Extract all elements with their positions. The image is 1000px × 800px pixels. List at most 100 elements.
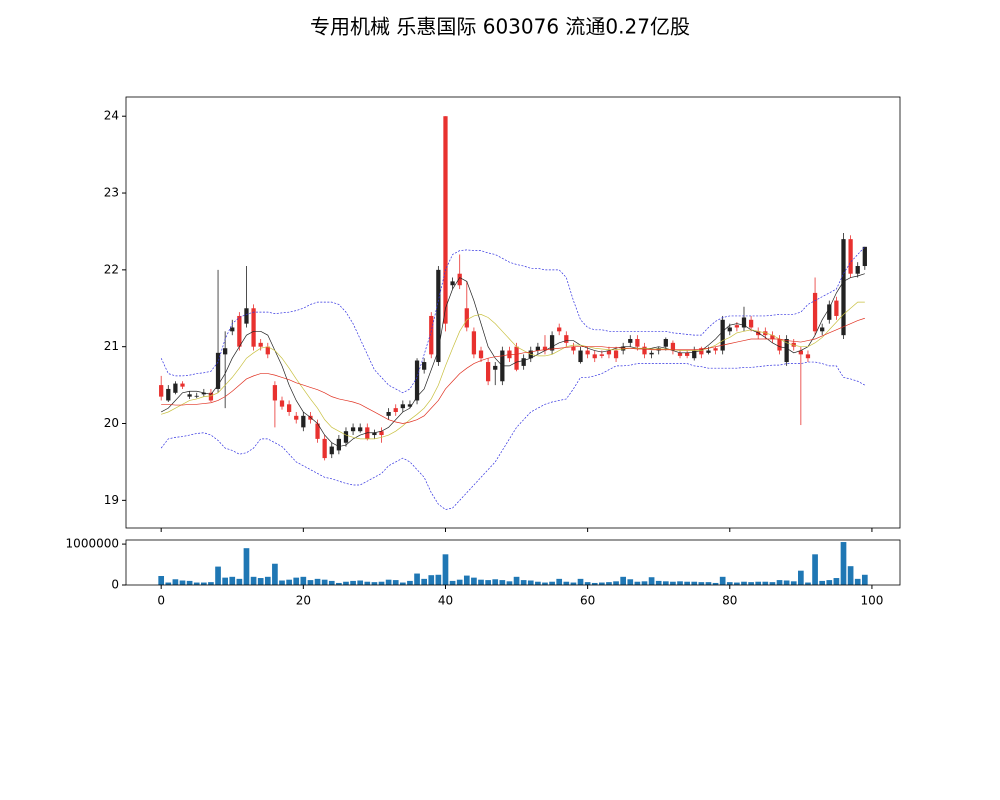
candle-body xyxy=(692,350,697,359)
candle-body xyxy=(571,346,576,351)
volume-bar xyxy=(748,582,754,585)
volume-bar xyxy=(755,581,762,585)
candle-body xyxy=(820,327,825,332)
candle-body xyxy=(727,327,732,332)
y-tick-label: 0 xyxy=(111,578,119,592)
volume-bar xyxy=(286,579,292,585)
volume-bar xyxy=(719,576,726,585)
candle-body xyxy=(180,383,185,387)
volume-bar xyxy=(591,582,598,585)
candle-body xyxy=(343,431,349,443)
volume-bar xyxy=(705,582,712,585)
volume-bar xyxy=(392,580,399,585)
x-tick-label: 60 xyxy=(580,594,595,608)
x-tick-label: 20 xyxy=(296,594,311,608)
candle-body xyxy=(194,395,199,397)
volume-bar xyxy=(456,579,463,585)
volume-bar xyxy=(641,581,648,585)
candle-body xyxy=(457,273,462,286)
candle-body xyxy=(301,415,306,428)
volume-bar xyxy=(172,579,179,585)
volume-bar xyxy=(336,582,342,585)
volume-bar xyxy=(229,576,236,585)
volume-bar xyxy=(826,580,833,585)
candle-body xyxy=(443,116,448,324)
volume-bar xyxy=(627,579,634,585)
candle-body xyxy=(258,342,263,347)
volume-bar xyxy=(527,580,534,585)
volume-bar xyxy=(563,581,570,585)
candle-body xyxy=(230,327,235,332)
volume-bar xyxy=(577,578,584,585)
candle-body xyxy=(663,339,668,347)
candle-body xyxy=(862,246,867,267)
volume-bar xyxy=(741,581,747,585)
candle-body xyxy=(173,383,178,393)
volume-bar xyxy=(499,580,506,585)
candle-body xyxy=(677,352,683,356)
axes-frame xyxy=(125,96,901,529)
candle-body xyxy=(208,392,214,401)
candle-body xyxy=(699,348,704,355)
candle-body xyxy=(429,315,434,355)
candle-body xyxy=(265,346,270,355)
candle-body xyxy=(329,446,334,455)
candle-body xyxy=(649,352,654,355)
volume-bar xyxy=(250,576,257,585)
y-tick-label: 1000000 xyxy=(66,537,119,551)
candle-body xyxy=(628,339,633,343)
candle-body xyxy=(493,365,498,370)
candle-body xyxy=(734,325,740,328)
volume-bar xyxy=(222,577,228,585)
candle-body xyxy=(215,352,221,389)
candle-body xyxy=(251,308,256,347)
volume-bar xyxy=(314,578,321,585)
volume-bar xyxy=(385,579,392,585)
volume-bar xyxy=(442,554,449,585)
chart-title: 专用机械 乐惠国际 603076 流通0.27亿股 xyxy=(310,15,690,39)
volume-bar xyxy=(414,573,420,585)
volume-bar xyxy=(478,579,484,585)
volume-bar xyxy=(549,581,555,585)
candle-body xyxy=(286,404,292,412)
volume-bar xyxy=(471,577,477,585)
volume-bar xyxy=(634,581,641,585)
candle-body xyxy=(386,411,391,416)
candle-body xyxy=(237,315,242,347)
volume-bar xyxy=(535,581,541,585)
volume-bar xyxy=(670,581,676,585)
candle-body xyxy=(471,331,477,355)
volume-bar xyxy=(712,582,719,585)
candle-body xyxy=(166,388,171,401)
volume-bar xyxy=(371,582,378,585)
candle-body xyxy=(322,438,327,459)
candle-body xyxy=(635,339,640,347)
volume-bar xyxy=(570,582,577,585)
volume-bar xyxy=(620,576,627,585)
volume-bar xyxy=(854,578,861,585)
candle-body xyxy=(834,300,839,316)
candle-body xyxy=(422,362,427,370)
volume-bar xyxy=(449,580,456,585)
candle-body xyxy=(336,438,341,451)
candle-body xyxy=(784,339,789,363)
bollinger-band xyxy=(160,246,866,394)
volume-bar xyxy=(734,582,740,585)
volume-bar xyxy=(506,581,513,585)
volume-bar xyxy=(200,582,207,585)
volume-bar xyxy=(158,576,165,585)
volume-bar xyxy=(463,575,470,585)
volume-bar xyxy=(264,576,271,585)
volume-bar xyxy=(321,579,328,585)
candle-body xyxy=(478,350,484,359)
volume-bar xyxy=(762,581,769,585)
volume-bar xyxy=(662,581,669,585)
candle-body xyxy=(613,350,619,359)
volume-bar xyxy=(613,581,619,585)
volume-bar xyxy=(812,554,818,585)
volume-bar xyxy=(307,580,314,585)
candle-body xyxy=(841,239,846,336)
volume-bar xyxy=(243,548,250,585)
y-tick-label: 22 xyxy=(104,262,119,276)
candle-body xyxy=(720,319,725,351)
